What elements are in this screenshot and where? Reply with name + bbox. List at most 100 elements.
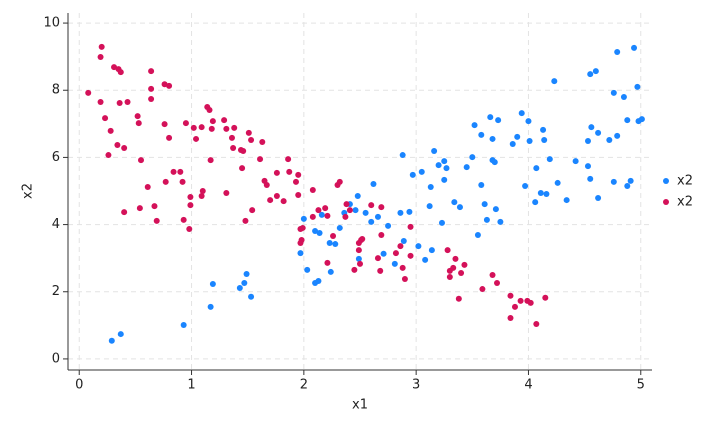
point [354, 193, 361, 200]
point [638, 116, 645, 123]
point [563, 197, 570, 204]
point [415, 243, 422, 250]
point [370, 180, 377, 187]
point [324, 212, 331, 219]
point [391, 260, 398, 267]
point [610, 89, 617, 96]
point [117, 69, 124, 76]
point [587, 71, 594, 78]
point [380, 250, 387, 257]
point [248, 293, 255, 300]
legend-label: x2 [677, 195, 693, 210]
point [166, 82, 173, 89]
point [542, 294, 549, 301]
point [336, 178, 343, 185]
point [507, 314, 514, 321]
point [121, 145, 128, 152]
y-tick-label: 6 [52, 150, 60, 165]
point [161, 121, 168, 128]
point [385, 222, 392, 229]
point [469, 154, 476, 161]
point [190, 124, 197, 131]
legend-marker [663, 178, 669, 184]
point [330, 232, 337, 239]
point [491, 159, 498, 166]
point [481, 201, 488, 208]
point [551, 78, 558, 85]
point [346, 207, 353, 214]
point [399, 152, 406, 159]
point [546, 156, 553, 163]
point [527, 299, 534, 306]
point [441, 176, 448, 183]
point [483, 216, 490, 223]
point [610, 178, 617, 185]
point [374, 213, 381, 220]
point [431, 148, 438, 155]
point [102, 115, 109, 122]
point [584, 163, 591, 170]
point [407, 223, 414, 230]
point [136, 205, 143, 212]
point [332, 241, 339, 248]
point [295, 171, 302, 178]
point [378, 231, 385, 238]
point [397, 243, 404, 250]
point [121, 209, 128, 216]
point [151, 203, 158, 210]
point [533, 165, 540, 172]
point [494, 280, 501, 287]
point [634, 83, 641, 90]
point [541, 136, 548, 143]
point [428, 247, 435, 254]
point [478, 131, 485, 138]
point [525, 118, 532, 125]
y-tick-label: 8 [52, 83, 60, 98]
point [144, 183, 151, 190]
point [231, 124, 238, 131]
point [518, 110, 525, 117]
point [304, 266, 311, 273]
point [426, 203, 433, 210]
point [492, 206, 499, 213]
point [322, 205, 329, 212]
x-tick-label: 0 [75, 378, 83, 393]
point [511, 303, 518, 310]
point [198, 124, 205, 131]
point [116, 100, 123, 107]
point [336, 224, 343, 231]
point [124, 98, 131, 105]
point [170, 168, 177, 175]
point [245, 129, 252, 136]
point [263, 181, 270, 188]
point [355, 247, 362, 254]
point [148, 85, 155, 92]
point [198, 193, 205, 200]
point [315, 207, 322, 214]
point [343, 201, 350, 208]
point [463, 164, 470, 171]
point [297, 250, 304, 257]
point [400, 238, 407, 245]
point [587, 175, 594, 182]
point [179, 178, 186, 185]
point [572, 158, 579, 165]
point [97, 53, 104, 60]
point [592, 68, 599, 75]
point [441, 158, 448, 165]
point [614, 48, 621, 55]
point [537, 190, 544, 197]
point [223, 125, 230, 132]
point [533, 320, 540, 327]
x-tick-label: 2 [300, 378, 308, 393]
point [514, 133, 521, 140]
point [243, 270, 250, 277]
point [487, 114, 494, 121]
point [153, 217, 160, 224]
point [300, 215, 307, 222]
point [489, 271, 496, 278]
point [292, 178, 299, 185]
point [186, 225, 193, 232]
